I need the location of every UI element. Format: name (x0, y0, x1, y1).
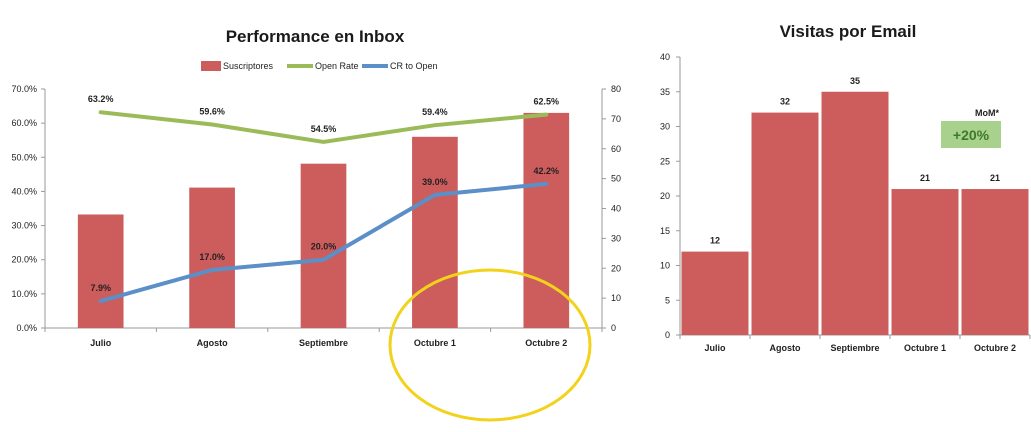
y-right-tick-label: 50 (611, 174, 621, 184)
y-left-tick-label: 0.0% (16, 323, 37, 333)
data-label: 32 (780, 97, 790, 107)
bar-visitas (961, 189, 1029, 335)
y-right-tick-label: 80 (611, 84, 621, 94)
legend-label: Suscriptores (223, 61, 274, 71)
data-label: 7.9% (90, 283, 111, 293)
data-label: 17.0% (199, 252, 225, 262)
y-left-tick-label: 20.0% (11, 255, 37, 265)
data-label: 39.0% (422, 177, 448, 187)
y-tick-label: 15 (660, 226, 670, 236)
y-tick-label: 20 (660, 191, 670, 201)
data-label: 12 (710, 236, 720, 246)
bar-series-visitas (681, 91, 1029, 335)
y-tick-label: 30 (660, 122, 670, 132)
line-open-rate (98, 110, 549, 144)
bar-suscriptores (77, 214, 124, 328)
category-label: Agosto (770, 343, 801, 353)
y-left-tick-label: 30.0% (11, 221, 37, 231)
bar-visitas (751, 112, 819, 335)
data-label: 59.6% (199, 107, 225, 117)
y-tick-label: 10 (660, 261, 670, 271)
data-label: 21 (990, 173, 1000, 183)
performance-inbox-chart: Performance en Inbox Suscriptores Open Ra… (11, 27, 621, 422)
data-label: 35 (850, 76, 860, 86)
chart-legend: Suscriptores Open Rate CR to Open (201, 61, 438, 71)
y-left-tick-label: 10.0% (11, 289, 37, 299)
line-series (98, 110, 549, 304)
category-label: Septiembre (299, 338, 348, 348)
y-right-tick-label: 30 (611, 233, 621, 243)
legend-label: Open Rate (315, 61, 359, 71)
category-label: Agosto (197, 338, 228, 348)
line-cr-to-open (98, 181, 549, 304)
legend-label: CR to Open (390, 61, 438, 71)
data-labels: 12 32 35 21 21 (710, 76, 1000, 246)
chart-title: Performance en Inbox (226, 27, 405, 46)
data-label: 54.5% (311, 124, 337, 134)
y-left-tick-label: 50.0% (11, 152, 37, 162)
category-label: Julio (704, 343, 726, 353)
bar-suscriptores (189, 187, 235, 328)
bar-visitas (821, 91, 889, 335)
category-label: Octubre 1 (414, 338, 456, 348)
category-label: Julio (90, 338, 112, 348)
y-left-tick-label: 60.0% (11, 118, 37, 128)
y-left-tick-label: 40.0% (11, 186, 37, 196)
y-tick-label: 35 (660, 87, 670, 97)
chart-title: Visitas por Email (780, 22, 917, 41)
y-left-tick-label: 70.0% (11, 84, 37, 94)
mom-annotation: MoM* +20% (941, 108, 1001, 148)
bar-suscriptores (412, 136, 458, 328)
category-label: Septiembre (830, 343, 879, 353)
category-labels: Julio Agosto Septiembre Octubre 1 Octubre 2 (704, 343, 1016, 353)
chart-axes: 0 5 10 15 20 25 30 35 40 (660, 52, 1031, 340)
category-labels: Julio Agosto Septiembre Octubre 1 Octubre 2 (90, 338, 567, 348)
data-label: 63.2% (88, 94, 114, 104)
y-right-tick-label: 40 (611, 204, 621, 214)
category-label: Octubre 1 (904, 343, 946, 353)
bar-suscriptores (523, 112, 570, 329)
y-right-tick-label: 60 (611, 144, 621, 154)
mom-badge (941, 121, 1001, 148)
y-tick-label: 25 (660, 156, 670, 166)
y-right-tick-label: 20 (611, 263, 621, 273)
y-tick-label: 5 (665, 295, 670, 305)
data-label: 21 (920, 173, 930, 183)
bar-visitas (681, 251, 749, 335)
legend-swatch (201, 61, 221, 71)
category-label: Octubre 2 (525, 338, 567, 348)
data-label: 42.2% (534, 166, 560, 176)
mom-value: +20% (953, 127, 990, 143)
y-right-tick-label: 0 (611, 323, 616, 333)
highlight-circle (388, 268, 592, 422)
y-right-tick-label: 10 (611, 293, 621, 303)
data-label: 62.5% (534, 97, 560, 107)
y-right-tick-label: 70 (611, 114, 621, 124)
bar-series-suscriptores (77, 112, 570, 329)
y-tick-label: 40 (660, 52, 670, 62)
category-label: Octubre 2 (974, 343, 1016, 353)
data-labels: 63.2% 59.6% 54.5% 59.4% 62.5% 7.9% 17.0% 20.0% 3… (88, 94, 559, 293)
mom-label: MoM* (975, 108, 999, 118)
data-label: 59.4% (422, 107, 448, 117)
bar-suscriptores (300, 163, 347, 328)
bar-visitas (891, 189, 959, 335)
y-tick-label: 0 (665, 330, 670, 340)
data-label: 20.0% (311, 242, 337, 252)
